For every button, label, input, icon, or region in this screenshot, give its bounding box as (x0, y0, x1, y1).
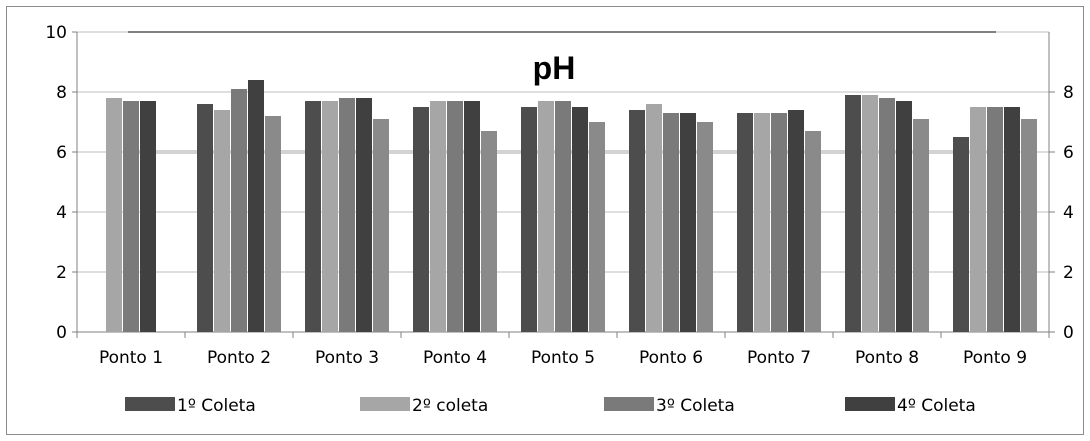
bar-3-5 (555, 101, 571, 332)
x-tick-label-5: Ponto 6 (639, 348, 703, 368)
y-tick-label-0: 0 (56, 323, 67, 343)
bar-2-9 (970, 107, 986, 332)
bar-4-3 (356, 98, 372, 332)
bar-4-4 (464, 101, 480, 332)
bar-1-5 (521, 107, 537, 332)
y2-tick-label-1: 2 (1063, 263, 1074, 283)
legend-label-2: 2º coleta (412, 396, 488, 416)
x-tick-label-2: Ponto 3 (315, 348, 379, 368)
bar-5-8 (913, 119, 929, 332)
y-tick-label-5: 10 (45, 23, 67, 43)
legend-label-1: 1º Coleta (177, 396, 256, 416)
y-tick-label-2: 4 (56, 203, 67, 223)
bar-2-4 (430, 101, 446, 332)
legend-label-4: 4º Coleta (897, 396, 976, 416)
bar-5-5 (589, 122, 605, 332)
bar-3-9 (987, 107, 1003, 332)
bar-4-1 (140, 101, 156, 332)
bar-1-8 (845, 95, 861, 332)
x-tick-label-0: Ponto 1 (99, 348, 163, 368)
bar-4-8 (896, 101, 912, 332)
bar-2-7 (754, 113, 770, 332)
legend-label-3: 3º Coleta (656, 396, 735, 416)
bar-5-7 (805, 131, 821, 332)
bar-4-7 (788, 110, 804, 332)
chart-title: pH (533, 50, 576, 86)
x-tick-label-4: Ponto 5 (531, 348, 595, 368)
y2-tick-label-3: 6 (1063, 143, 1074, 163)
bar-1-9 (953, 137, 969, 332)
y2-tick-label-2: 4 (1063, 203, 1074, 223)
bar-1-6 (629, 110, 645, 332)
bar-3-7 (771, 113, 787, 332)
y-tick-label-3: 6 (56, 143, 67, 163)
x-tick-label-7: Ponto 8 (855, 348, 919, 368)
bar-1-2 (197, 104, 213, 332)
bar-3-2 (231, 89, 247, 332)
bar-5-3 (373, 119, 389, 332)
bar-2-2 (214, 110, 230, 332)
legend-swatch-3 (604, 397, 654, 411)
bar-5-4 (481, 131, 497, 332)
bar-4-6 (680, 113, 696, 332)
bar-3-1 (123, 101, 139, 332)
bar-1-4 (413, 107, 429, 332)
x-tick-label-6: Ponto 7 (747, 348, 811, 368)
bar-2-6 (646, 104, 662, 332)
legend-swatch-4 (845, 397, 895, 411)
bar-2-5 (538, 101, 554, 332)
bar-3-3 (339, 98, 355, 332)
y2-tick-label-4: 8 (1063, 83, 1074, 103)
bar-5-9 (1021, 119, 1037, 332)
bar-2-1 (106, 98, 122, 332)
bar-3-8 (879, 98, 895, 332)
bar-2-8 (862, 95, 878, 332)
bar-3-4 (447, 101, 463, 332)
bar-5-2 (265, 116, 281, 332)
y2-tick-label-0: 0 (1063, 323, 1074, 343)
y-tick-label-4: 8 (56, 83, 67, 103)
bar-2-3 (322, 101, 338, 332)
bar-3-6 (663, 113, 679, 332)
bar-1-7 (737, 113, 753, 332)
x-tick-label-1: Ponto 2 (207, 348, 271, 368)
legend-swatch-2 (360, 397, 410, 411)
bar-4-5 (572, 107, 588, 332)
bar-4-2 (248, 80, 264, 332)
bar-1-3 (305, 101, 321, 332)
x-tick-label-8: Ponto 9 (963, 348, 1027, 368)
y-tick-label-1: 2 (56, 263, 67, 283)
bar-5-6 (697, 122, 713, 332)
x-tick-label-3: Ponto 4 (423, 348, 487, 368)
bar-4-9 (1004, 107, 1020, 332)
legend-swatch-1 (125, 397, 175, 411)
